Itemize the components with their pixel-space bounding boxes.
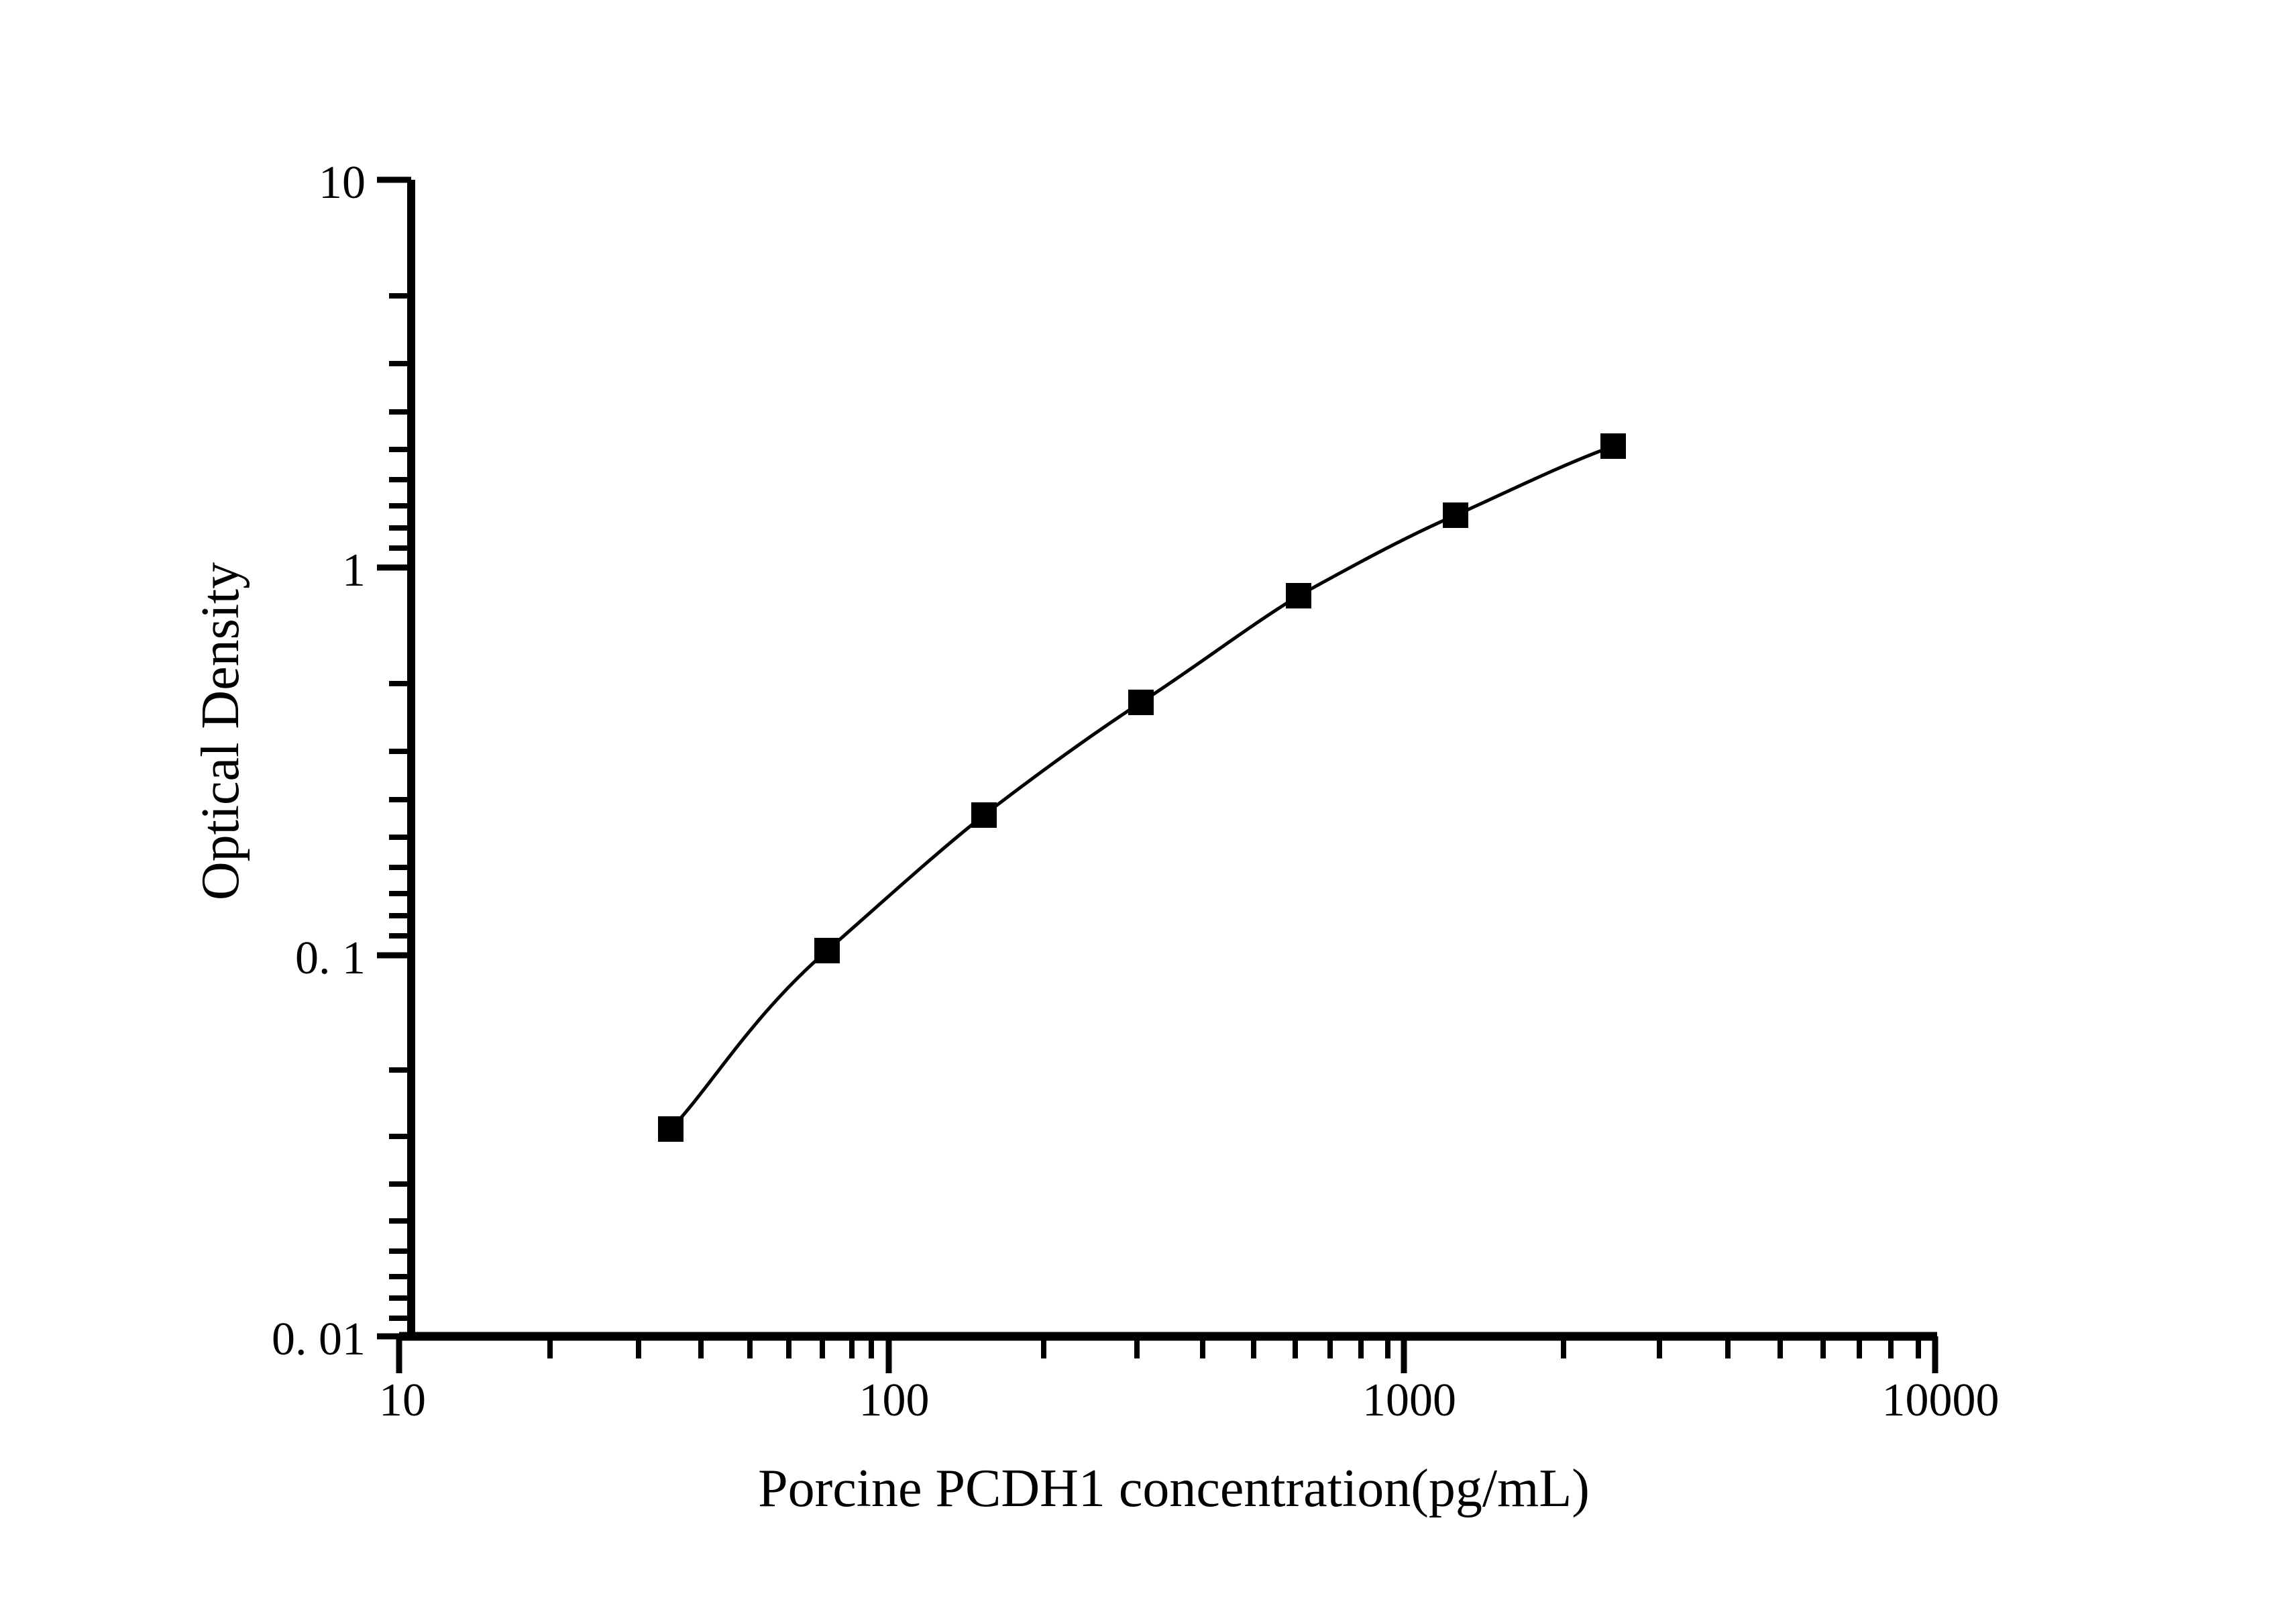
x-axis-title: Porcine PCDH1 concentration(pg/mL) — [758, 1459, 1590, 1518]
x-tick-label-100: 100 — [859, 1375, 930, 1426]
standard-curve-line — [669, 444, 1615, 1131]
data-markers — [658, 433, 1626, 1142]
y-axis-major-ticks — [377, 176, 411, 1340]
data-point-marker — [1443, 502, 1468, 528]
data-point-marker — [1600, 433, 1626, 459]
y-tick-label-10: 10 — [319, 157, 366, 209]
x-axis-minor-ticks — [547, 1336, 1921, 1358]
x-tick-label-10: 10 — [379, 1375, 426, 1426]
data-point-marker — [1286, 583, 1311, 608]
x-axis-major-ticks — [396, 1336, 1938, 1373]
data-point-marker — [1128, 690, 1154, 715]
x-tick-label-1000: 1000 — [1362, 1375, 1456, 1426]
x-tick-label-10000: 10000 — [1882, 1375, 2000, 1426]
y-axis-minor-ticks — [389, 293, 411, 1321]
data-point-marker — [814, 938, 840, 963]
data-point-marker — [658, 1116, 684, 1142]
data-point-marker — [971, 802, 997, 828]
y-tick-label-0-01: 0. 01 — [272, 1314, 366, 1365]
y-axis-title: Optical Density — [191, 562, 250, 900]
y-tick-label-0-1: 0. 1 — [295, 932, 366, 984]
y-tick-label-1: 1 — [342, 545, 366, 596]
